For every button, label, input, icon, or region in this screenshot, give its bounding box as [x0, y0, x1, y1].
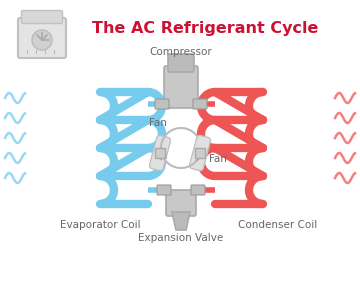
- Text: The AC Refrigerant Cycle: The AC Refrigerant Cycle: [92, 20, 318, 35]
- Text: Fan: Fan: [149, 118, 167, 128]
- FancyBboxPatch shape: [149, 135, 171, 171]
- Text: Evaporator Coil: Evaporator Coil: [60, 220, 140, 230]
- FancyBboxPatch shape: [166, 190, 196, 216]
- FancyBboxPatch shape: [168, 54, 194, 72]
- FancyBboxPatch shape: [189, 135, 211, 171]
- FancyBboxPatch shape: [22, 11, 63, 23]
- FancyBboxPatch shape: [164, 66, 198, 108]
- Text: Compressor: Compressor: [150, 47, 212, 57]
- Polygon shape: [172, 212, 190, 230]
- Text: Expansion Valve: Expansion Valve: [138, 233, 224, 243]
- FancyBboxPatch shape: [191, 185, 205, 195]
- FancyBboxPatch shape: [18, 18, 66, 58]
- FancyBboxPatch shape: [149, 135, 171, 171]
- FancyBboxPatch shape: [189, 135, 211, 171]
- FancyBboxPatch shape: [155, 99, 169, 109]
- Text: Fan: Fan: [209, 154, 227, 164]
- Circle shape: [32, 30, 52, 50]
- FancyBboxPatch shape: [157, 185, 171, 195]
- Text: Condenser Coil: Condenser Coil: [238, 220, 318, 230]
- FancyBboxPatch shape: [193, 99, 207, 109]
- Bar: [195, 148, 205, 158]
- Bar: [155, 148, 165, 158]
